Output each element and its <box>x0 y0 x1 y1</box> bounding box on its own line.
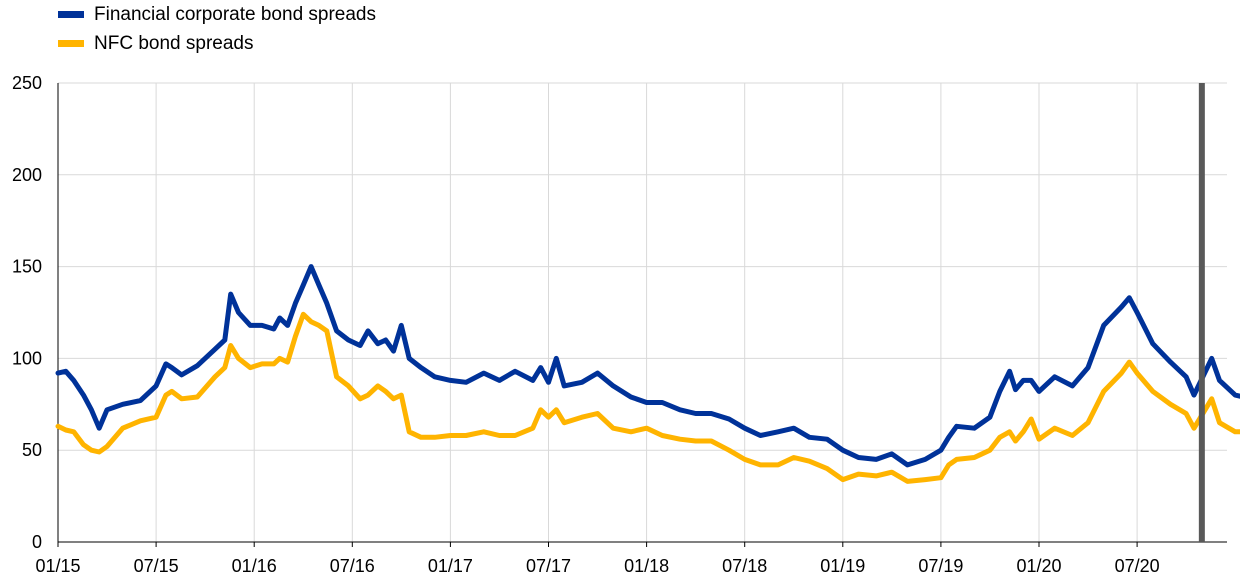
y-tick-label: 200 <box>12 165 42 185</box>
y-tick-label: 100 <box>12 348 42 368</box>
y-tick-label: 250 <box>12 73 42 93</box>
axes <box>57 83 1227 547</box>
x-tick-label: 07/20 <box>1115 556 1160 576</box>
series-lines <box>55 264 1240 484</box>
y-axis-tick-labels: 0 50 100 150 200 250 <box>12 73 42 552</box>
legend-label-financial: Financial corporate bond spreads <box>94 4 377 25</box>
series-line-financial <box>55 264 1240 468</box>
x-tick-label: 07/18 <box>722 556 767 576</box>
y-tick-label: 0 <box>32 532 42 552</box>
legend-swatch-financial <box>58 11 84 18</box>
legend-item-financial: Financial corporate bond spreads <box>58 0 376 29</box>
y-tick-label: 150 <box>12 257 42 277</box>
x-tick-label: 07/15 <box>134 556 179 576</box>
x-tick-label: 01/17 <box>428 556 473 576</box>
x-tick-label: 01/16 <box>232 556 277 576</box>
x-tick-label: 07/17 <box>526 556 571 576</box>
x-tick-label: 07/19 <box>918 556 963 576</box>
legend-item-nfc: NFC bond spreads <box>58 29 376 58</box>
legend-swatch-nfc <box>58 40 84 47</box>
x-axis-tick-labels: 01/15 07/15 01/16 07/16 01/17 07/17 01/18 07/18… <box>35 556 1159 576</box>
x-tick-label: 01/15 <box>35 556 80 576</box>
x-tick-label: 01/20 <box>1016 556 1061 576</box>
x-tick-label: 07/16 <box>330 556 375 576</box>
series-line-nfc <box>55 311 1240 484</box>
x-tick-label: 01/18 <box>624 556 669 576</box>
legend-label-nfc: NFC bond spreads <box>94 33 254 54</box>
x-tick-label: 01/19 <box>820 556 865 576</box>
y-tick-label: 50 <box>22 440 42 460</box>
chart-legend: Financial corporate bond spreads NFC bon… <box>58 0 376 58</box>
grid-lines <box>58 82 1227 542</box>
